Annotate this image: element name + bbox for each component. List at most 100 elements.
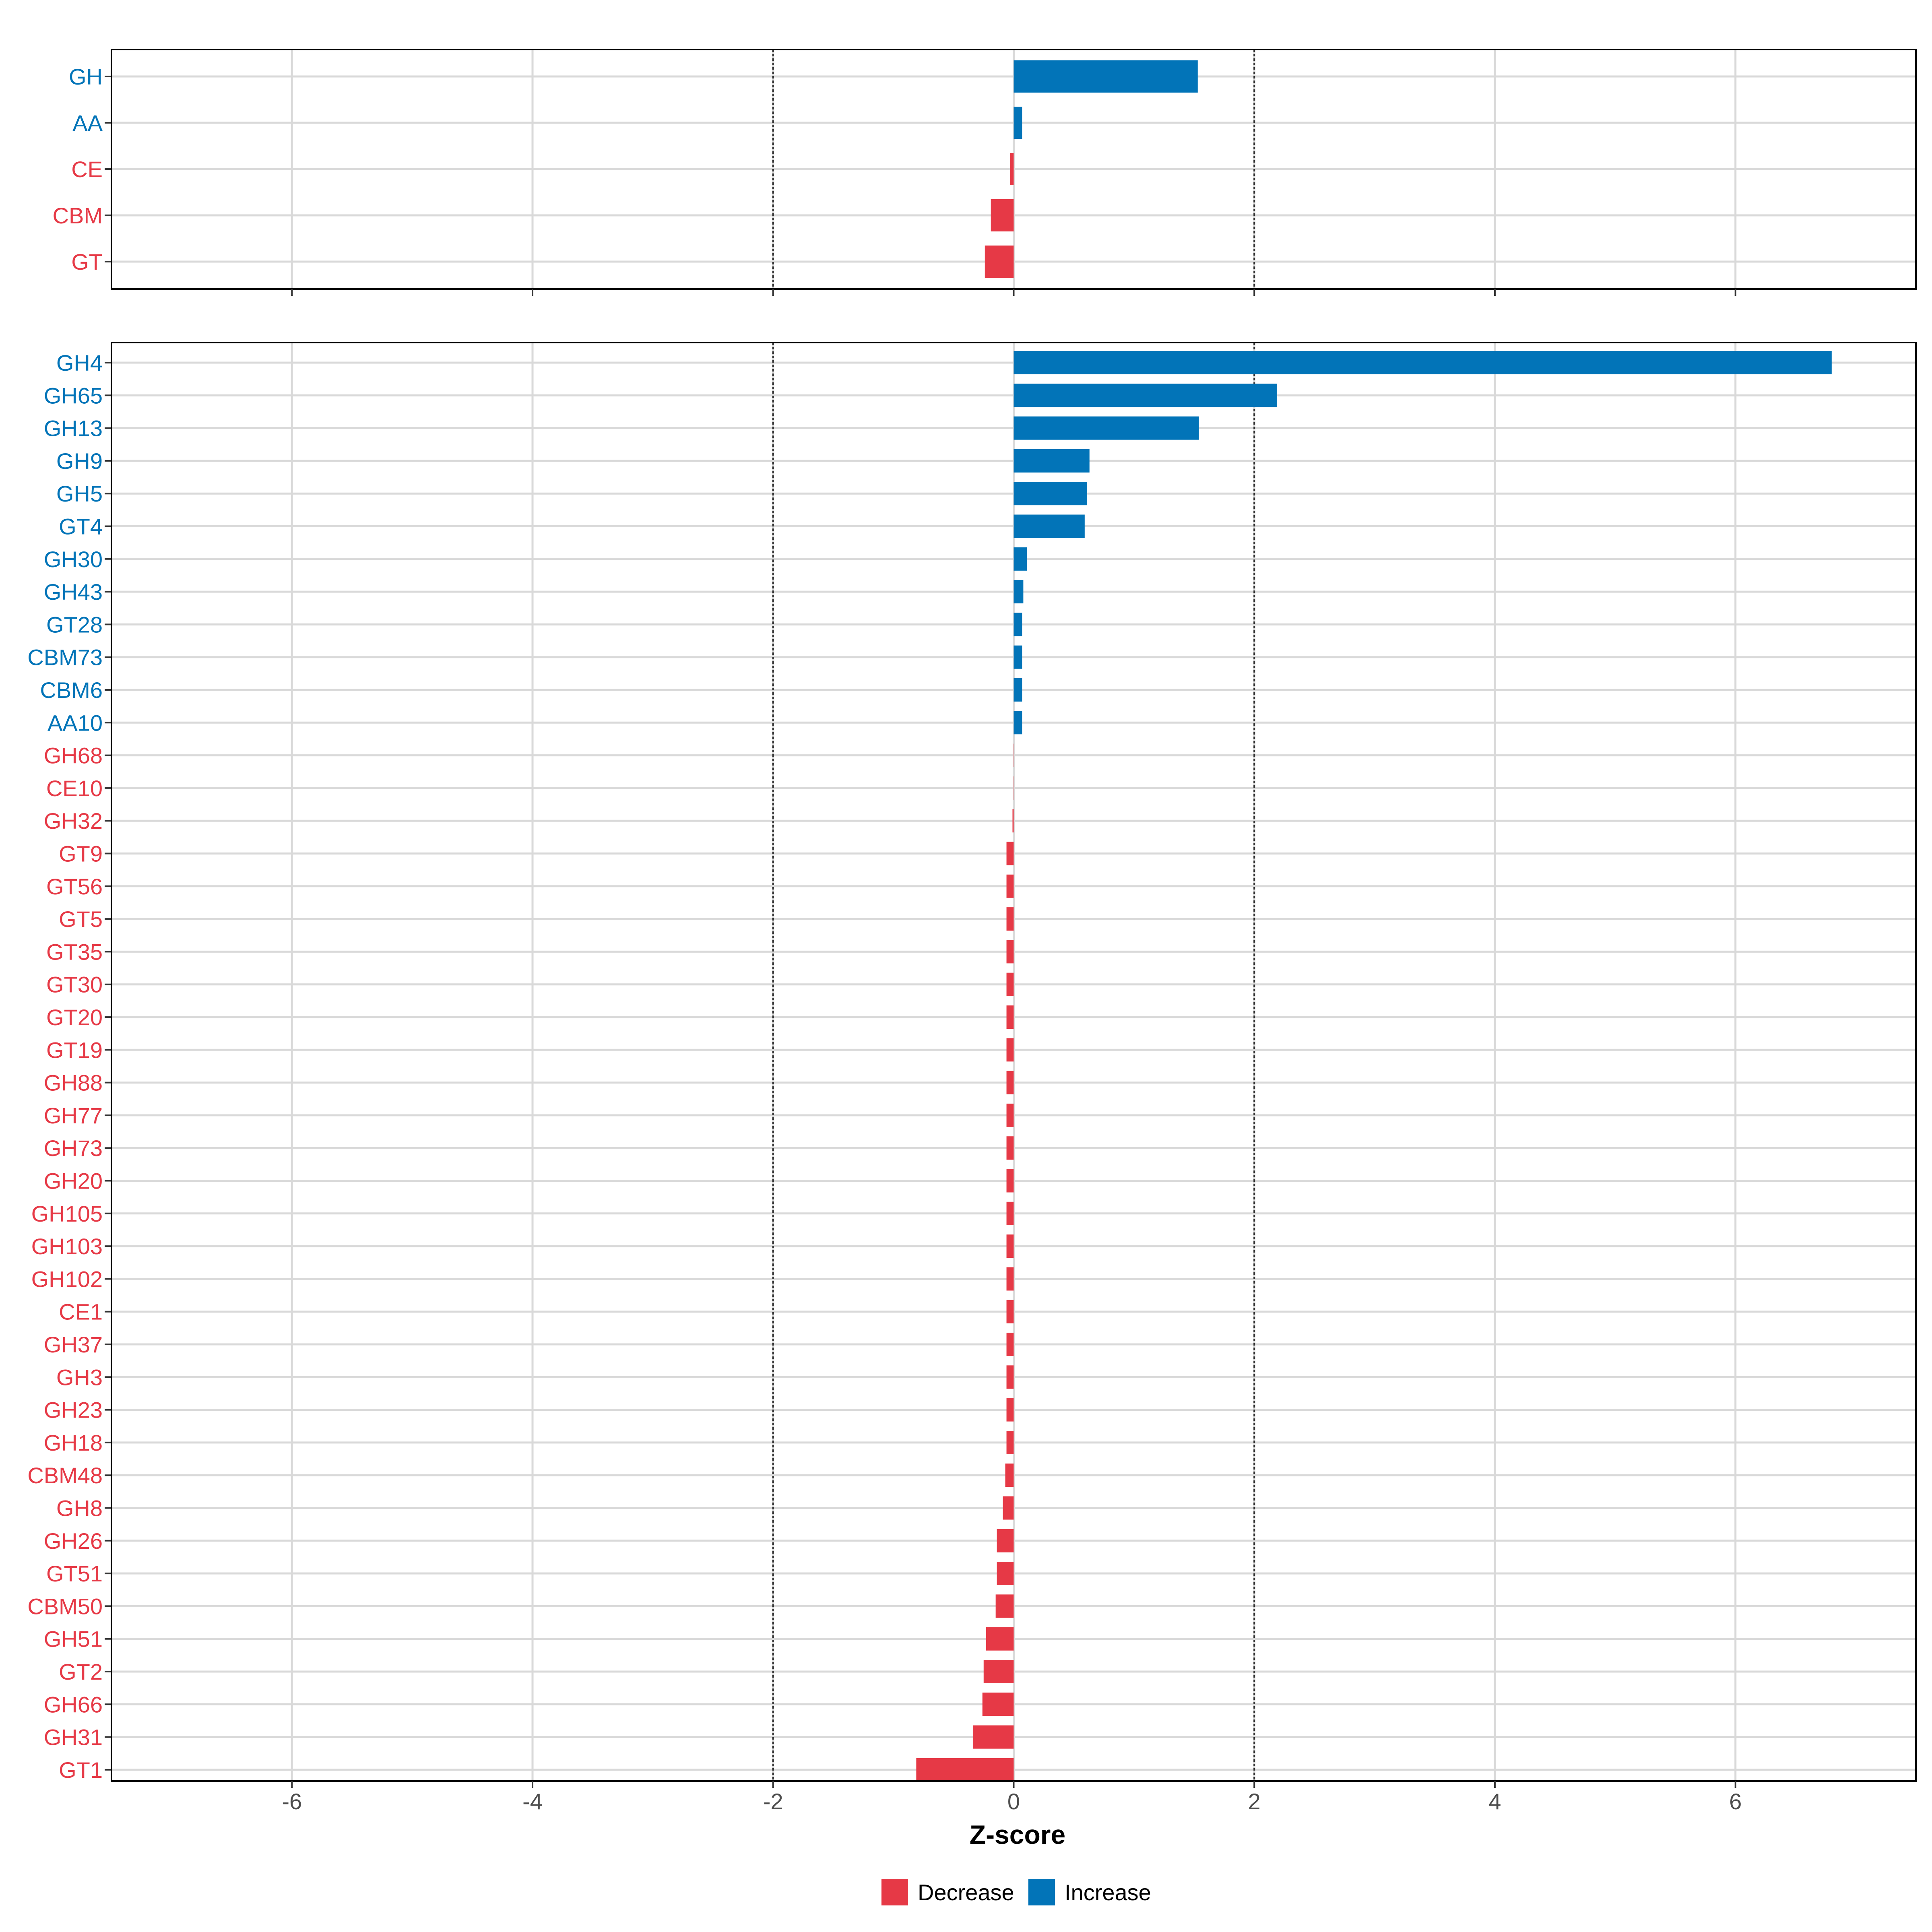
category-label: GH37 <box>44 1332 103 1357</box>
bar <box>1013 351 1832 374</box>
category-label: GT9 <box>59 841 103 867</box>
bar <box>1006 874 1014 898</box>
category-label: AA <box>72 110 103 136</box>
category-label: GT <box>71 249 103 275</box>
category-label: GT30 <box>46 972 103 997</box>
legend: Decrease Increase <box>881 1879 1151 1905</box>
category-label: GT56 <box>46 874 103 899</box>
bar <box>1006 1365 1014 1389</box>
category-label: GT4 <box>59 514 103 539</box>
bar <box>1006 1234 1014 1258</box>
category-label: GH9 <box>56 448 103 474</box>
category-label: GH4 <box>56 350 103 376</box>
bar <box>1006 1005 1014 1029</box>
category-label: GH5 <box>56 481 103 506</box>
category-label: GT35 <box>46 939 103 964</box>
bar <box>1006 1038 1014 1062</box>
x-tick-label: 2 <box>1248 1789 1261 1814</box>
category-label: GH23 <box>44 1397 103 1423</box>
bottom-panel: GH4 GH65 GH13 GH9 GH5 GT4 GH30 GH43 GT28 CBM73 CBM… <box>27 342 1917 1788</box>
top-panel: GH AA CE CBM GT <box>53 49 1917 296</box>
category-label: CE1 <box>59 1299 103 1325</box>
category-label: CE <box>71 157 103 182</box>
category-label: AA10 <box>47 710 103 735</box>
bar <box>1006 907 1014 931</box>
x-axis: -6 -4 -2 0 2 4 6 <box>282 1789 1742 1814</box>
category-label: CBM6 <box>40 677 103 703</box>
category-label: GH88 <box>44 1070 103 1096</box>
x-tick-label: -4 <box>522 1789 543 1814</box>
bar <box>1006 1103 1014 1127</box>
bar <box>1006 1136 1014 1160</box>
category-label: GT2 <box>59 1659 103 1684</box>
category-label: CBM73 <box>27 645 103 670</box>
x-tick-label: -6 <box>282 1789 302 1814</box>
bar <box>1006 842 1014 865</box>
category-label: GT28 <box>46 612 103 637</box>
category-label: GH8 <box>56 1496 103 1521</box>
category-label: GH68 <box>44 743 103 768</box>
bar <box>991 199 1014 231</box>
category-label: GH65 <box>44 383 103 408</box>
legend-label-decrease: Decrease <box>918 1880 1014 1905</box>
category-label: GT51 <box>46 1561 103 1586</box>
category-label: GH77 <box>44 1103 103 1128</box>
legend-key-increase <box>1028 1879 1055 1905</box>
category-label: GH32 <box>44 808 103 834</box>
bar <box>1013 645 1022 669</box>
bar <box>1013 107 1022 139</box>
bar <box>1013 547 1027 571</box>
category-label: GH26 <box>44 1528 103 1554</box>
bar <box>1013 514 1085 538</box>
bar <box>916 1758 1014 1781</box>
category-label: CBM <box>53 203 103 228</box>
x-tick-label: 6 <box>1729 1789 1742 1814</box>
bar <box>1013 711 1022 735</box>
category-label: GT1 <box>59 1757 103 1783</box>
bar <box>1006 1071 1014 1094</box>
category-label: GH3 <box>56 1364 103 1390</box>
category-label: GH103 <box>31 1234 103 1259</box>
bar <box>1006 1201 1014 1225</box>
category-label: GH66 <box>44 1692 103 1717</box>
category-label: GT20 <box>46 1005 103 1030</box>
legend-key-decrease <box>881 1879 908 1905</box>
bar <box>1006 1430 1014 1454</box>
bar <box>1013 60 1198 93</box>
x-axis-title: Z-score <box>970 1820 1065 1849</box>
bar <box>1006 1300 1014 1323</box>
bar <box>1005 1463 1014 1487</box>
bar <box>1013 613 1022 636</box>
bar <box>1003 1496 1014 1520</box>
category-label: GH43 <box>44 579 103 605</box>
bar <box>1013 580 1024 604</box>
bar <box>1012 809 1014 833</box>
category-label: CBM48 <box>27 1463 103 1488</box>
bar <box>1006 1398 1014 1422</box>
category-label: GH30 <box>44 547 103 572</box>
category-label: GH51 <box>44 1627 103 1652</box>
category-label: GH13 <box>44 416 103 441</box>
category-label: GH31 <box>44 1725 103 1750</box>
category-label: CE10 <box>46 776 103 801</box>
bar <box>1006 1267 1014 1291</box>
bar <box>1006 972 1014 996</box>
category-label: GH <box>69 64 103 89</box>
bar <box>995 1594 1014 1618</box>
bar <box>997 1562 1014 1585</box>
bar <box>1010 153 1014 185</box>
bar <box>986 1627 1014 1651</box>
x-tick-label: 0 <box>1007 1789 1020 1814</box>
category-label: GH73 <box>44 1135 103 1161</box>
category-label: GT19 <box>46 1037 103 1063</box>
bar <box>972 1725 1014 1749</box>
category-label: CBM50 <box>27 1593 103 1619</box>
bar <box>997 1529 1014 1552</box>
bar <box>982 1693 1014 1716</box>
category-label: GH18 <box>44 1430 103 1455</box>
category-label: GT5 <box>59 906 103 932</box>
category-label: GH20 <box>44 1168 103 1194</box>
bar <box>1013 482 1087 506</box>
bar <box>1013 449 1090 473</box>
